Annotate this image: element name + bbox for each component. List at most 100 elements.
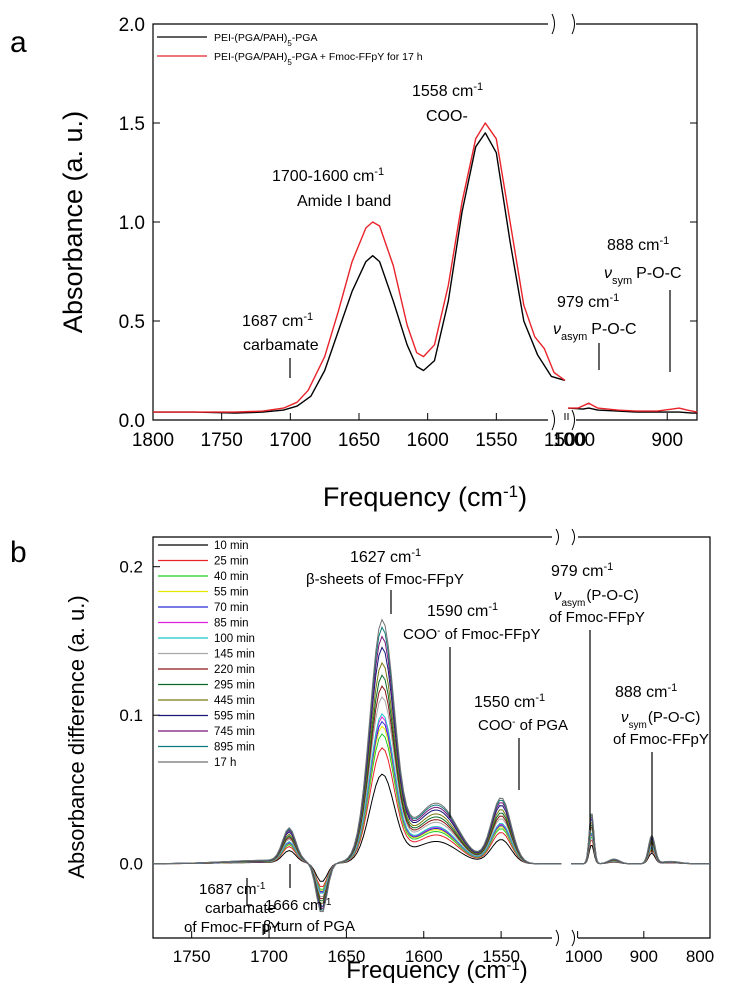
x-tick-label-right-b-0: 1000	[565, 947, 603, 966]
x-tick-label-a-2: 1700	[269, 430, 311, 451]
x-tick-label-a-3: 1650	[338, 430, 380, 451]
annotation-1558: 1558 cm-1	[412, 81, 483, 100]
y-tick-label-b-1: 0.1	[119, 706, 143, 725]
legend-label-b-7: 145 min	[214, 649, 255, 661]
x-tick-label-a-0: 1800	[132, 430, 174, 451]
annotation-amide-range: 1700-1600 cm-1	[272, 166, 384, 185]
annotation-beta-turn: β-turn of PGA	[263, 918, 355, 935]
annotation-1590: 1590 cm-1	[427, 601, 498, 620]
annotation-888b-label: νsym(P-O-C)	[621, 709, 700, 731]
x-tick-label-right-a-1: 900	[651, 430, 683, 451]
annotation-979: 979 cm-1	[557, 292, 619, 311]
series-b-2-right	[571, 836, 710, 865]
legend-label-b-8: 220 min	[214, 664, 255, 676]
annotation-888b: 888 cm-1	[615, 682, 677, 701]
legend-label-b-14: 17 h	[214, 757, 236, 769]
series-a-0-left	[153, 132, 566, 414]
legend-label-b-13: 895 min	[214, 742, 255, 754]
annotation-1687b-of: of Fmoc-FFpY	[184, 919, 280, 936]
axis-break-bottom-b	[552, 928, 578, 950]
legend-label-b-3: 55 min	[214, 587, 249, 599]
x-tick-label-b-3: 1600	[405, 947, 443, 966]
annotation-amide-band: Amide I band	[297, 193, 391, 210]
y-tick-label-a-2: 1.0	[119, 213, 145, 234]
panel-a-x-axis-label: Frequency (cm-1)	[323, 482, 527, 513]
panel-a-legend: PEI-(PGA/PAH)5-PGA PEI-(PGA/PAH)5-PGA + …	[157, 32, 423, 67]
annotation-coo: COO-	[426, 108, 468, 125]
annotation-888b-of: of Fmoc-FFpY	[613, 731, 709, 748]
x-tick-label-b-0: 1750	[173, 947, 211, 966]
panel-a: a 0.0 0.5 1.0 1.5 2.0 1800 1750 1700 1650 1600 155…	[10, 10, 698, 513]
panel-b-letter: b	[10, 536, 27, 569]
panel-a-axes: 0.0 0.5 1.0 1.5 2.0 1800 1750 1700 1650 1600 1550 1…	[119, 15, 697, 451]
axis-break-top-b	[552, 526, 578, 550]
legend-label-b-12: 745 min	[214, 726, 255, 738]
series-b-5-right	[571, 833, 710, 865]
panel-b: b 0.0 0.1 0.2 1750 1700 1650 1600 1550 1000 900 80…	[10, 526, 714, 983]
axis-break-top-a	[548, 10, 576, 38]
panel-b-series	[152, 618, 710, 913]
panel-b-y-axis-label: Absorbance difference (a. u.)	[64, 595, 89, 878]
series-b-9-right	[571, 824, 710, 865]
series-b-14-left	[153, 618, 562, 913]
y-tick-label-a-0: 0.0	[119, 411, 145, 432]
series-b-10-right	[571, 822, 710, 865]
x-tick-label-b-1: 1700	[250, 947, 288, 966]
series-a-1-right	[568, 402, 698, 413]
legend-label-b-9: 295 min	[214, 680, 255, 692]
y-tick-label-b-2: 0.2	[119, 558, 143, 577]
panel-b-annotations: 1627 cm-1 β-sheets of Fmoc-FFpY 1590 cm-…	[184, 547, 709, 936]
x-tick-label-right-b-2: 800	[686, 947, 714, 966]
x-tick-label-a-1: 1750	[201, 430, 243, 451]
x-tick-label-b-4: 1550	[482, 947, 520, 966]
y-tick-label-a-4: 2.0	[119, 15, 145, 36]
x-tick-label-a-6: 1500	[544, 430, 586, 451]
annotation-979b-of: of Fmoc-FFpY	[549, 609, 645, 626]
annotation-1590-label: COO- of Fmoc-FFpY	[403, 626, 541, 644]
y-tick-label-a-1: 0.5	[119, 312, 145, 333]
panel-b-right-frame	[571, 536, 711, 939]
annotation-1687b: 1687 cm-1	[199, 881, 266, 899]
legend-label-b-0: 10 min	[214, 540, 249, 552]
panel-a-series	[153, 122, 698, 414]
legend-label-a-0: PEI-(PGA/PAH)5-PGA	[214, 32, 317, 48]
annotation-888-label: νsym P-O-C	[604, 265, 682, 287]
legend-label-b-4: 70 min	[214, 602, 249, 614]
annotation-979b-label: νasym(P-O-C)	[554, 587, 639, 609]
legend-label-b-5: 85 min	[214, 618, 249, 630]
annotation-beta-sheets: β-sheets of Fmoc-FFpY	[306, 571, 464, 588]
panel-a-y-axis-label: Absorbance (a. u.)	[58, 111, 88, 333]
annotation-1687: 1687 cm-1	[242, 311, 313, 330]
y-tick-label-a-3: 1.5	[119, 114, 145, 135]
annotation-1687b-carbamate: carbamate	[205, 900, 276, 917]
legend-label-b-1: 25 min	[214, 556, 249, 568]
series-b-0-left	[153, 773, 562, 882]
panel-a-right-frame	[568, 23, 698, 421]
legend-label-b-2: 40 min	[214, 571, 249, 583]
x-tick-label-right-b-1: 900	[630, 947, 658, 966]
x-tick-label-b-2: 1650	[327, 947, 365, 966]
legend-a0-part: PEI-(PGA/PAH)	[214, 32, 287, 44]
legend-label-b-11: 595 min	[214, 711, 255, 723]
legend-label-a-1: PEI-(PGA/PAH)5-PGA + Fmoc-FFpY for 17 h	[214, 51, 423, 67]
panel-a-left-frame	[152, 23, 565, 421]
panel-a-annotations: 1558 cm-1 COO- 1700-1600 cm-1 Amide I ba…	[242, 81, 682, 378]
annotation-888: 888 cm-1	[607, 235, 669, 254]
panel-b-legend: 10 min 25 min 40 min 55 min 70 min 85 min 100 …	[158, 540, 255, 769]
panel-b-axes: 0.0 0.1 0.2 1750 1700 1650 1600 1550 1000 900 800	[119, 558, 714, 966]
annotation-1550-label: COO- of PGA	[478, 717, 568, 735]
x-tick-label-right-a-0: 1000	[553, 430, 595, 451]
series-b-4-right	[571, 834, 710, 865]
panel-a-letter: a	[10, 26, 27, 59]
series-b-14-right	[571, 813, 710, 865]
legend-label-b-10: 445 min	[214, 695, 255, 707]
series-b-1-right	[571, 839, 710, 865]
annotation-979-label: νasym P-O-C	[553, 321, 637, 343]
series-b-12-left	[153, 635, 562, 909]
annotation-carbamate: carbamate	[243, 337, 319, 354]
panel-b-x-axis-label: Frequency (cm-1)	[346, 957, 527, 983]
annotation-1627: 1627 cm-1	[350, 547, 421, 566]
legend-label-b-6: 100 min	[214, 633, 255, 645]
annotation-1666: 1666 cm-1	[265, 897, 332, 915]
